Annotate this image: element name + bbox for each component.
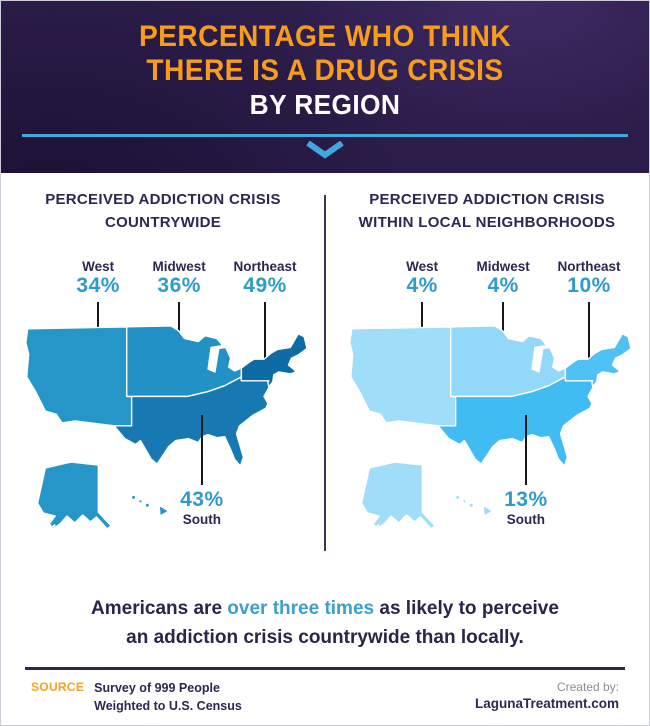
header-banner: PERCENTAGE WHO THINK THERE IS A DRUG CRI…: [1, 1, 649, 173]
credit-label: Created by:: [556, 679, 619, 694]
panel-title-local: PERCEIVED ADDICTION CRISIS WITHIN LOCAL …: [325, 189, 649, 234]
maps-section: PERCEIVED ADDICTION CRISIS COUNTRYWIDE W…: [1, 173, 649, 561]
region-label-midwest: Midwest: [152, 259, 206, 274]
region-value-west: 4%: [406, 274, 438, 297]
alaska-shape: [36, 461, 112, 530]
region-label-northeast: Northeast: [233, 259, 297, 274]
us-map-countrywide: [23, 325, 308, 542]
statement-highlight: over three times: [227, 598, 375, 619]
source-line2: Weighted to U.S. Census: [94, 698, 242, 713]
region-value-south: 43%: [180, 488, 224, 511]
region-west-shape: [25, 326, 133, 427]
header-subtitle: BY REGION: [249, 89, 401, 121]
header-title-line2: THERE IS A DRUG CRISIS: [146, 53, 504, 87]
statement-prefix: Americans are: [91, 598, 228, 619]
region-value-midwest: 36%: [157, 274, 201, 297]
credit-link[interactable]: LagunaTreatment.com: [474, 695, 619, 711]
region-value-northeast: 49%: [243, 274, 287, 297]
region-label-northeast: Northeast: [557, 259, 621, 274]
region-label-midwest: Midwest: [476, 259, 530, 274]
hawaii-islands-shape: [130, 494, 170, 517]
leader-line-northeast: [263, 302, 267, 360]
region-label-south: South: [182, 512, 221, 527]
region-value-south: 13%: [504, 488, 548, 511]
region-west-shape: [349, 326, 457, 427]
accent-rule: [22, 134, 628, 138]
region-northeast-shape: [564, 333, 632, 388]
callout-northeast: Northeast 10%: [544, 259, 634, 360]
statement-suffix: as likely to perceive: [374, 598, 559, 619]
panel-title-line2: WITHIN LOCAL NEIGHBORHOODS: [358, 213, 616, 231]
aleutian-islands-shape: [347, 524, 380, 542]
footer-rule: [25, 667, 625, 670]
region-northeast-shape: [240, 333, 308, 388]
callout-northeast: Northeast 49%: [220, 259, 310, 360]
region-label-west: West: [82, 259, 115, 274]
aleutian-islands-shape: [23, 524, 56, 542]
statement-line2: an addiction crisis countrywide than loc…: [126, 626, 524, 648]
alaska-shape: [360, 461, 436, 530]
source-text: Survey of 999 People Weighted to U.S. Ce…: [94, 679, 242, 715]
panel-title-countrywide: PERCEIVED ADDICTION CRISIS COUNTRYWIDE: [1, 189, 325, 234]
map-panel-countrywide: PERCEIVED ADDICTION CRISIS COUNTRYWIDE W…: [1, 173, 325, 561]
map-panel-local: PERCEIVED ADDICTION CRISIS WITHIN LOCAL …: [325, 173, 649, 561]
panel-title-line1: PERCEIVED ADDICTION CRISIS: [45, 191, 281, 208]
header-title-line1: PERCENTAGE WHO THINK: [138, 20, 512, 53]
leader-line-south: [524, 415, 528, 485]
region-value-midwest: 4%: [487, 274, 519, 297]
callout-south: 13% South: [481, 411, 571, 527]
callout-midwest: Midwest 36%: [134, 259, 224, 360]
us-map-local: [347, 325, 632, 542]
source-label: SOURCE: [31, 679, 85, 694]
source-line1: Survey of 999 People: [94, 680, 220, 695]
callout-south: 43% South: [157, 411, 247, 527]
panel-title-line1: PERCEIVED ADDICTION CRISIS: [369, 191, 605, 208]
region-value-west: 34%: [76, 274, 120, 297]
panel-title-line2: COUNTRYWIDE: [104, 213, 222, 231]
key-insight-statement: Americans are over three times as likely…: [1, 561, 649, 667]
leader-line-northeast: [587, 302, 591, 360]
footer: SOURCE Survey of 999 People Weighted to …: [1, 667, 649, 725]
leader-line-south: [200, 415, 204, 485]
region-value-northeast: 10%: [567, 274, 611, 297]
region-label-west: West: [406, 259, 439, 274]
chevron-down-icon: [1, 140, 649, 163]
header-title: PERCENTAGE WHO THINK THERE IS A DRUG CRI…: [20, 20, 629, 87]
hawaii-islands-shape: [454, 494, 494, 517]
panel-divider: [324, 195, 326, 551]
region-label-south: South: [506, 512, 545, 527]
